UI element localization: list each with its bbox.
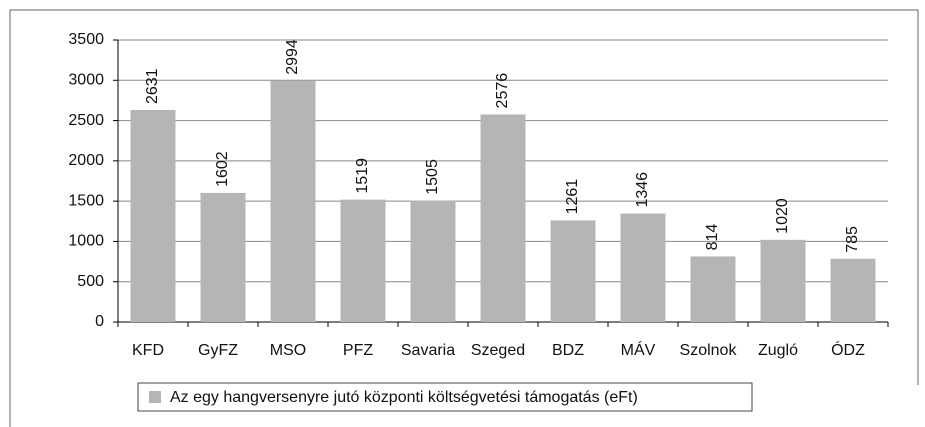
y-tick-label: 0 [95,313,104,330]
x-tick-label: Savaria [401,342,455,359]
bar [480,114,526,322]
bar [830,258,876,322]
y-tick-label: 3000 [68,72,104,89]
x-tick-label: Szolnok [680,342,738,359]
legend-swatch [149,391,161,403]
x-tick-label: ÓDZ [831,340,865,359]
value-label: 1346 [634,172,651,208]
legend-box [137,382,753,412]
bar [340,199,386,322]
x-tick-label: KFD [132,342,164,359]
x-tick-label: MÁV [621,340,656,359]
value-label: 1505 [424,159,441,195]
legend-label: Az egy hangversenyre jutó központi költs… [170,389,638,406]
y-tick-label: 1500 [68,192,104,209]
x-tick-label: Szeged [471,342,525,359]
x-tick-label: Zugló [758,342,798,359]
bar [690,256,736,322]
value-label: 1261 [564,179,581,215]
y-tick-label: 500 [77,273,104,290]
bar [410,200,456,322]
bar [130,110,176,322]
value-label: 1602 [214,151,231,187]
value-label: 2576 [494,73,511,109]
bar [760,239,806,322]
value-label: 1519 [354,158,371,194]
y-tick-label: 3500 [68,31,104,48]
x-tick-label: GyFZ [198,342,238,359]
value-label: 814 [704,224,721,251]
x-tick-label: PFZ [343,342,373,359]
y-tick-label: 2000 [68,152,104,169]
bar [270,80,316,323]
x-tick-label: BDZ [552,342,584,359]
value-label: 785 [844,226,861,253]
frame [9,9,919,427]
y-tick-label: 1000 [68,233,104,250]
value-label: 1020 [774,198,791,234]
bar [200,192,246,322]
value-label: 2994 [284,39,301,75]
y-tick-label: 2500 [68,112,104,129]
value-label: 2631 [144,68,161,104]
bar [550,220,596,322]
x-tick-label: MSO [270,342,306,359]
bar [620,213,666,322]
